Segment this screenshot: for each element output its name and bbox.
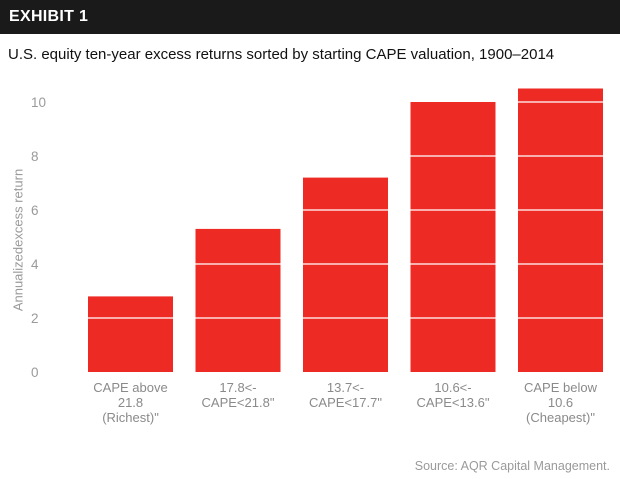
x-tick-label: CAPE above 21.8 (Richest)": [93, 380, 167, 425]
chart-title: U.S. equity ten-year excess returns sort…: [8, 46, 555, 63]
bar: [303, 177, 388, 372]
y-tick-label: 2: [31, 311, 39, 326]
x-tick-label: CAPE below 10.6 (Cheapest)": [524, 380, 598, 425]
y-tick-label: 4: [31, 257, 39, 272]
source-note: Source: AQR Capital Management.: [414, 459, 610, 473]
exhibit-label: EXHIBIT 1: [9, 8, 89, 25]
y-tick-label: 8: [31, 149, 39, 164]
bar: [410, 102, 496, 372]
x-tick-label: 13.7<-CAPE<17.7": [309, 380, 382, 410]
bar: [195, 228, 281, 372]
bar: [518, 88, 603, 372]
y-tick-label: 0: [31, 365, 39, 380]
y-tick-label: 10: [31, 95, 46, 110]
x-tick-label: 10.6<-CAPE<13.6": [417, 380, 490, 410]
y-tick-label: 6: [31, 203, 39, 218]
exhibit-header-bar: EXHIBIT 1: [0, 0, 620, 34]
x-ticks: CAPE above 21.8 (Richest)" 17.8<-CAPE<21.8"…: [93, 380, 597, 425]
bars: [88, 88, 603, 372]
y-ticks: 0 2 4 6 8 10: [31, 95, 46, 380]
gridlines: [88, 101, 603, 319]
bar: [88, 296, 173, 372]
x-tick-label: 17.8<-CAPE<21.8": [202, 380, 275, 410]
